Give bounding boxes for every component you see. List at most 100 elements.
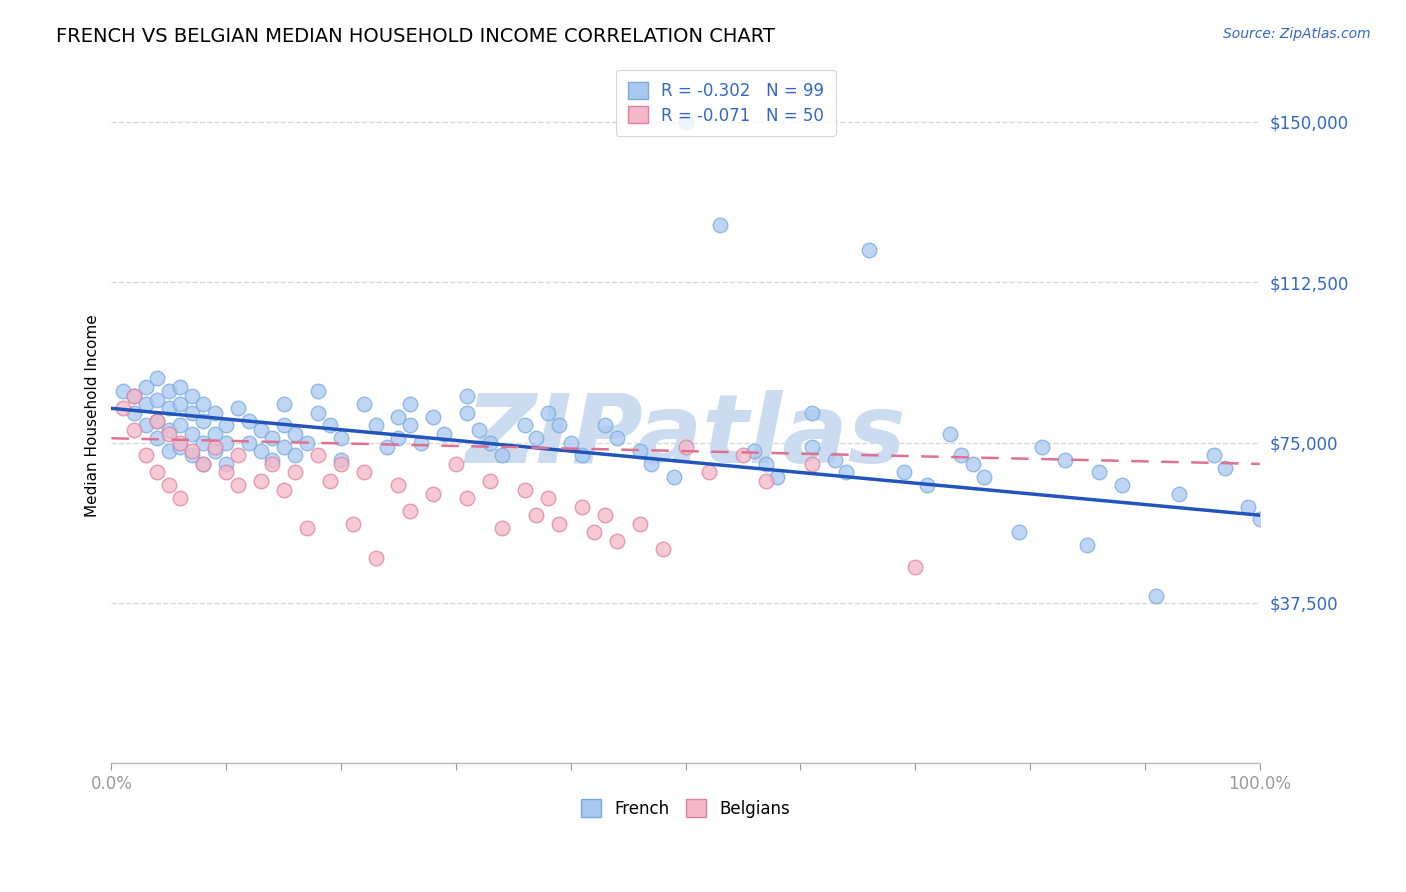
Point — [284, 427, 307, 442]
Point — [491, 448, 513, 462]
Point — [215, 466, 238, 480]
Point — [582, 525, 605, 540]
Point — [571, 448, 593, 462]
Text: Source: ZipAtlas.com: Source: ZipAtlas.com — [1223, 27, 1371, 41]
Point — [950, 448, 973, 462]
Point — [537, 406, 560, 420]
Point — [157, 478, 180, 492]
Point — [262, 431, 284, 445]
Point — [731, 448, 754, 462]
Point — [180, 427, 202, 442]
Point — [204, 427, 226, 442]
Point — [318, 418, 340, 433]
Point — [1237, 500, 1260, 514]
Y-axis label: Median Household Income: Median Household Income — [86, 315, 100, 517]
Point — [1076, 538, 1098, 552]
Point — [330, 452, 353, 467]
Point — [135, 418, 157, 433]
Point — [226, 478, 249, 492]
Point — [835, 466, 858, 480]
Point — [146, 371, 169, 385]
Point — [169, 418, 191, 433]
Point — [915, 478, 938, 492]
Point — [180, 388, 202, 402]
Point — [628, 444, 651, 458]
Point — [204, 440, 226, 454]
Point — [858, 243, 880, 257]
Point — [180, 444, 202, 458]
Point — [675, 440, 697, 454]
Point — [800, 457, 823, 471]
Point — [193, 457, 215, 471]
Point — [146, 414, 169, 428]
Point — [204, 406, 226, 420]
Text: ZIPatlas: ZIPatlas — [465, 390, 905, 483]
Point — [124, 423, 146, 437]
Point — [524, 431, 547, 445]
Point — [387, 409, 409, 424]
Point — [1202, 448, 1225, 462]
Point — [675, 115, 697, 129]
Point — [456, 388, 478, 402]
Point — [307, 384, 329, 399]
Point — [273, 483, 295, 497]
Point — [146, 414, 169, 428]
Point — [606, 431, 628, 445]
Point — [744, 444, 766, 458]
Point — [307, 406, 329, 420]
Point — [330, 457, 353, 471]
Point — [249, 423, 271, 437]
Point — [893, 466, 915, 480]
Point — [169, 435, 191, 450]
Point — [249, 444, 271, 458]
Point — [973, 469, 995, 483]
Point — [709, 218, 731, 232]
Point — [800, 440, 823, 454]
Point — [479, 435, 502, 450]
Point — [766, 469, 789, 483]
Point — [662, 469, 685, 483]
Point — [491, 521, 513, 535]
Point — [295, 435, 318, 450]
Point — [593, 418, 616, 433]
Point — [111, 401, 134, 416]
Point — [273, 418, 295, 433]
Point — [444, 457, 467, 471]
Point — [124, 406, 146, 420]
Point — [135, 397, 157, 411]
Point — [157, 427, 180, 442]
Point — [169, 440, 191, 454]
Point — [157, 401, 180, 416]
Point — [456, 406, 478, 420]
Point — [513, 418, 536, 433]
Point — [135, 448, 157, 462]
Point — [1213, 461, 1236, 475]
Point — [537, 491, 560, 505]
Point — [262, 452, 284, 467]
Point — [238, 414, 260, 428]
Point — [548, 516, 571, 531]
Point — [571, 500, 593, 514]
Point — [169, 380, 191, 394]
Point — [411, 435, 433, 450]
Point — [169, 397, 191, 411]
Point — [513, 483, 536, 497]
Point — [193, 397, 215, 411]
Point — [169, 491, 191, 505]
Point — [651, 542, 673, 557]
Point — [422, 409, 444, 424]
Point — [824, 452, 846, 467]
Point — [353, 466, 375, 480]
Point — [157, 423, 180, 437]
Point — [215, 457, 238, 471]
Point — [548, 418, 571, 433]
Point — [422, 487, 444, 501]
Point — [273, 397, 295, 411]
Point — [238, 435, 260, 450]
Point — [180, 406, 202, 420]
Point — [193, 414, 215, 428]
Point — [226, 448, 249, 462]
Point — [560, 435, 582, 450]
Point — [146, 466, 169, 480]
Point — [226, 401, 249, 416]
